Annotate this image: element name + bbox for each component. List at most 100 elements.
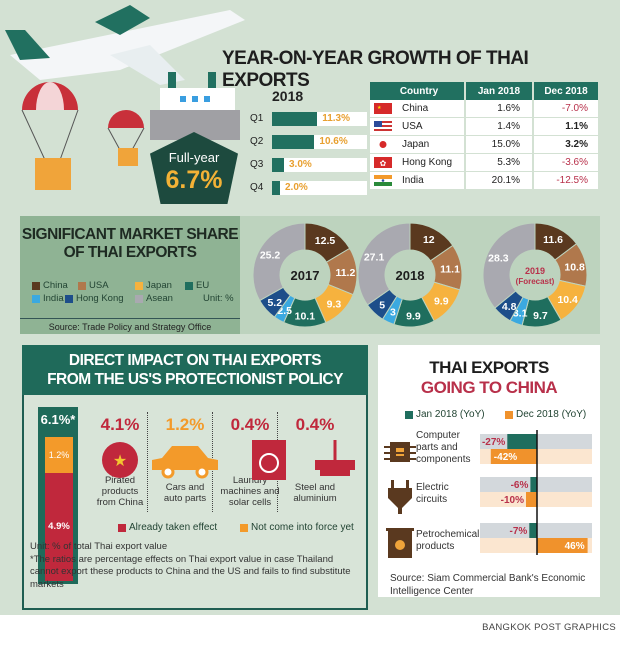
bar-label: -42%: [494, 452, 517, 463]
slice-label: 5.2: [267, 297, 282, 309]
slice-asean: [357, 222, 411, 306]
legend-label: Not come into force yet: [251, 522, 354, 533]
unit-note: Unit: % of total Thai export value: [30, 541, 168, 552]
donut-2018: 12 11.1 9.9 9.9 35 27.1 2018: [357, 222, 463, 328]
impact-label-line: Pirated: [104, 475, 136, 486]
country-name: China: [402, 103, 429, 114]
quarter-value: 2.0%: [285, 182, 308, 193]
country-cell: ★ China: [370, 100, 464, 117]
jan-cell: 1.6%: [466, 100, 532, 117]
quarter-row: Q1 11.3%: [250, 112, 368, 126]
quarter-label: Q1: [250, 113, 264, 124]
table-row: ✿ Hong Kong 5.3% -3.6%: [370, 154, 602, 171]
footnote: *The ratios are percentage effects on Th…: [30, 553, 351, 590]
impact-label: Cars and auto parts: [148, 482, 222, 504]
hongkong-flag-icon: ✿: [374, 157, 392, 168]
legend-swatch: [185, 281, 193, 290]
legend-label: USA: [89, 280, 109, 291]
impact-icons: ★: [102, 440, 355, 480]
jan-cell: 20.1%: [466, 172, 532, 189]
svg-text:★: ★: [377, 105, 382, 111]
impact-label-line: from China: [96, 497, 144, 508]
bar-jan: [530, 477, 537, 492]
impact-label-line: auto parts: [163, 493, 207, 504]
legend-swatch: [78, 281, 86, 290]
jan-cell: 15.0%: [466, 136, 532, 153]
slice-label: 10.1: [295, 310, 316, 322]
slice-label: 11.6: [543, 234, 563, 246]
china-flag-icon: ★: [374, 103, 392, 114]
quarter-row: Q2 10.6%: [250, 135, 368, 149]
impact-label-line: Steel and: [294, 482, 336, 493]
china-exports-subtitle: GOING TO CHINA: [420, 378, 558, 397]
bar-label: -6%: [511, 480, 529, 491]
slice-label: 5: [379, 299, 385, 311]
legend-item: Hong Kong: [65, 293, 124, 304]
donut-hole: [281, 251, 329, 299]
category-label-line: Computer: [416, 430, 460, 441]
india-flag-icon: [374, 175, 392, 186]
legend-swatch: [505, 410, 513, 419]
category-label-line: products: [416, 541, 455, 552]
donut-year: 2018: [396, 268, 425, 283]
legend-item: China: [32, 280, 68, 291]
category-label-line: parts and: [416, 442, 458, 453]
category-label: Petrochemical products: [416, 529, 479, 553]
legend-label: Dec 2018 (YoY): [516, 409, 587, 420]
slice-label: 28.3: [488, 253, 509, 265]
legend-swatch: [405, 410, 413, 419]
quarter-bar: [272, 135, 315, 149]
bar-jan: [529, 523, 537, 538]
china-exports-panel: [378, 345, 600, 597]
quarter-label: Q2: [250, 136, 264, 147]
legend-swatch: [65, 294, 73, 303]
slice-label: 9.3: [327, 298, 342, 310]
legend-label: Jan 2018 (YoY): [416, 409, 485, 420]
table-row: USA 1.4% 1.1%: [370, 118, 602, 135]
bar-dec: [526, 492, 537, 507]
legend-label: Japan: [146, 280, 172, 291]
parachute-icon: [21, 82, 79, 190]
oil-barrel-icon: [386, 528, 414, 558]
category-label-line: Petrochemical: [416, 529, 480, 540]
slice-label: 9.9: [406, 310, 421, 322]
donut-hole: [511, 251, 559, 299]
legend-swatch: [135, 294, 143, 303]
slice-label: 12.5: [315, 235, 336, 247]
slice-label: 27.1: [364, 251, 385, 263]
credit: BANGKOK POST GRAPHICS: [482, 622, 616, 633]
slice-asean: [482, 222, 536, 309]
impact-notes: Unit: % of total Thai export value *The …: [30, 541, 360, 591]
legend-item: Asean: [135, 293, 173, 304]
bar-label: -10%: [501, 495, 524, 506]
country-name: India: [402, 175, 424, 186]
steel-beam-icon: [315, 440, 355, 476]
country-name: USA: [402, 121, 423, 132]
impact-value: 1.2%: [165, 415, 205, 434]
impact-label-line: products: [101, 486, 139, 497]
legend-swatch: [240, 523, 248, 532]
china-exports-source: Source: Siam Commercial Bank's Economic …: [390, 573, 586, 597]
title-line: OF THAI EXPORTS: [63, 244, 197, 261]
dec-cell: 3.2%: [534, 136, 598, 153]
quarter-bar: [272, 112, 318, 126]
impact-label-line: Laundry: [232, 475, 268, 486]
legend-label: Hong Kong: [76, 293, 124, 304]
legend-swatch: [135, 281, 143, 290]
illustration: [5, 5, 245, 190]
unit-label: Unit: %: [203, 293, 234, 304]
taken-segment: 4.9%: [45, 472, 73, 581]
country-name: Japan: [402, 139, 430, 150]
legend-label: Asean: [146, 293, 173, 304]
bar-dec: [490, 449, 537, 464]
japan-flag-icon: [374, 139, 392, 150]
impact-label-line: Cars and: [165, 482, 205, 493]
country-cell: USA: [370, 118, 464, 135]
bar-label: -27%: [482, 437, 505, 448]
quarter-bar-track: 3.0%: [272, 158, 367, 172]
impact-label: Steel and aluminium: [278, 482, 352, 504]
header-jan: Jan 2018: [466, 82, 532, 101]
slice-asean: [252, 222, 306, 302]
slice-label: 25.2: [260, 250, 281, 262]
